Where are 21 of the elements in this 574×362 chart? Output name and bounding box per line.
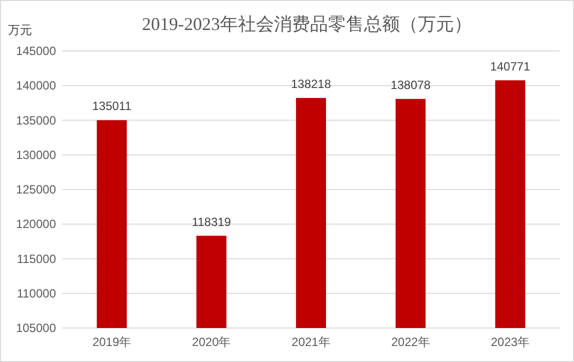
x-tick-label: 2021年 <box>292 335 330 349</box>
y-tick-label: 135000 <box>16 113 56 128</box>
y-axis-title: 万元 <box>8 23 32 37</box>
x-tick-label: 2019年 <box>92 335 132 349</box>
x-tick-label: 2020年 <box>192 335 231 349</box>
data-label: 138218 <box>290 76 332 91</box>
y-tick-label: 130000 <box>16 148 56 162</box>
x-tick-label: 2022年 <box>391 335 430 349</box>
y-tick-label: 110000 <box>16 286 56 300</box>
y-tick-label: 140000 <box>16 78 56 93</box>
y-tick-label: 120000 <box>16 217 56 232</box>
data-label: 118319 <box>192 214 232 229</box>
y-tick-label: 125000 <box>16 182 56 196</box>
data-label: 140771 <box>490 59 531 74</box>
y-tick-label: 105000 <box>16 321 56 335</box>
y-tick-label: 145000 <box>16 44 56 58</box>
data-label: 135011 <box>92 99 132 114</box>
x-tick-label: 2023年 <box>490 335 530 349</box>
y-tick-label: 115000 <box>16 252 56 266</box>
chart-title: 2019-2023年社会消费品零售总额（万元） <box>142 14 472 34</box>
data-label: 138078 <box>390 78 431 92</box>
